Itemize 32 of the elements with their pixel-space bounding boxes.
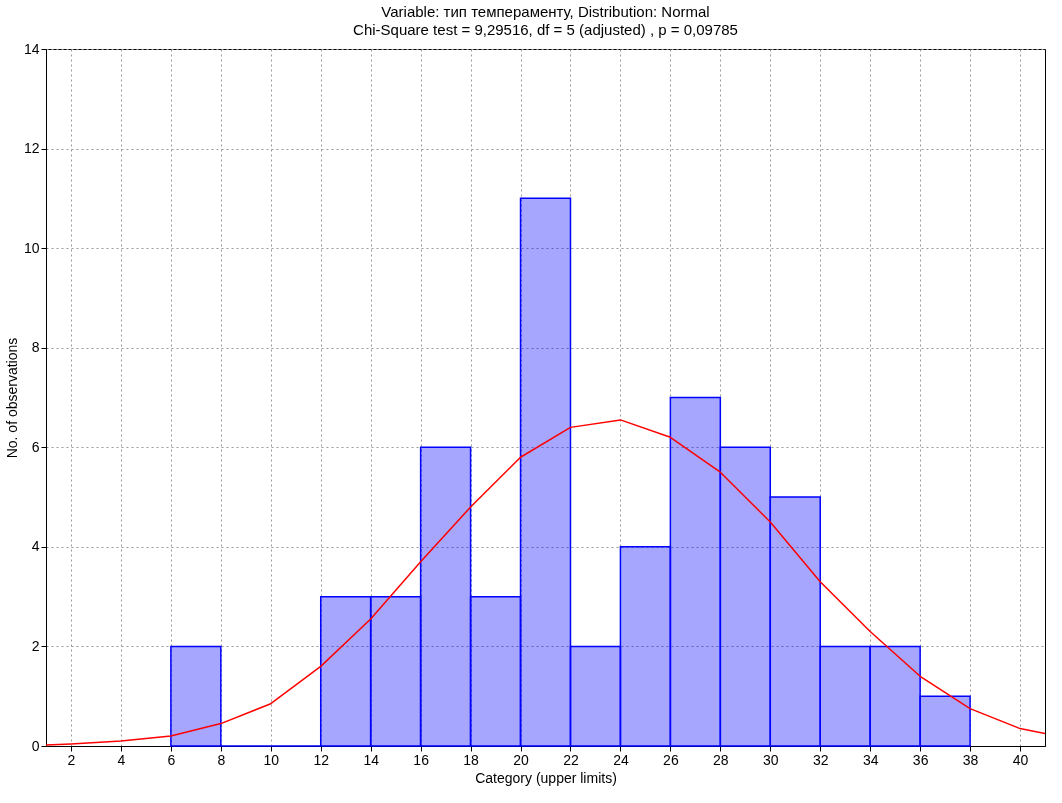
chart-title: Variable: тип темпераменту, Distribution: Normal [381,3,710,20]
x-tick-label: 30 [762,751,779,768]
x-tick-label: 26 [663,751,679,768]
x-tick-label: 28 [713,751,729,768]
x-tick-label: 20 [513,751,530,768]
x-tick-label: 2 [67,751,76,768]
y-tick-label: 2 [31,637,40,654]
x-tick-label: 34 [862,751,879,768]
y-tick-label: 6 [31,438,40,455]
x-tick-label: 36 [912,751,929,768]
x-tick-label: 14 [363,751,380,768]
y-tick-label: 4 [31,538,40,555]
y-tick-label: 0 [31,737,40,754]
y-tick-label: 12 [23,140,40,157]
x-tick-label: 10 [263,751,280,768]
x-tick-label: 40 [1012,751,1029,768]
x-axis-title: Category (upper limits) [475,769,617,786]
x-tick-label: 24 [613,751,629,768]
y-axis-title: No. of observations [3,337,20,459]
x-tick-label: 32 [812,751,829,768]
x-tick-label: 16 [413,751,430,768]
y-tick-label: 8 [31,339,40,356]
x-tick-label: 12 [313,751,330,768]
x-tick-label: 4 [117,751,126,768]
x-tick-label: 18 [463,751,480,768]
y-tick-label: 10 [23,239,40,256]
x-tick-label: 38 [962,751,979,768]
x-tick-label: 8 [217,751,226,768]
x-tick-label: 6 [167,751,176,768]
x-tick-label: 22 [563,751,579,768]
y-tick-label: 14 [23,40,40,57]
chart-subtitle: Chi-Square test = 9,29516, df = 5 (adjusted) , p = 0,09785 [353,21,738,38]
